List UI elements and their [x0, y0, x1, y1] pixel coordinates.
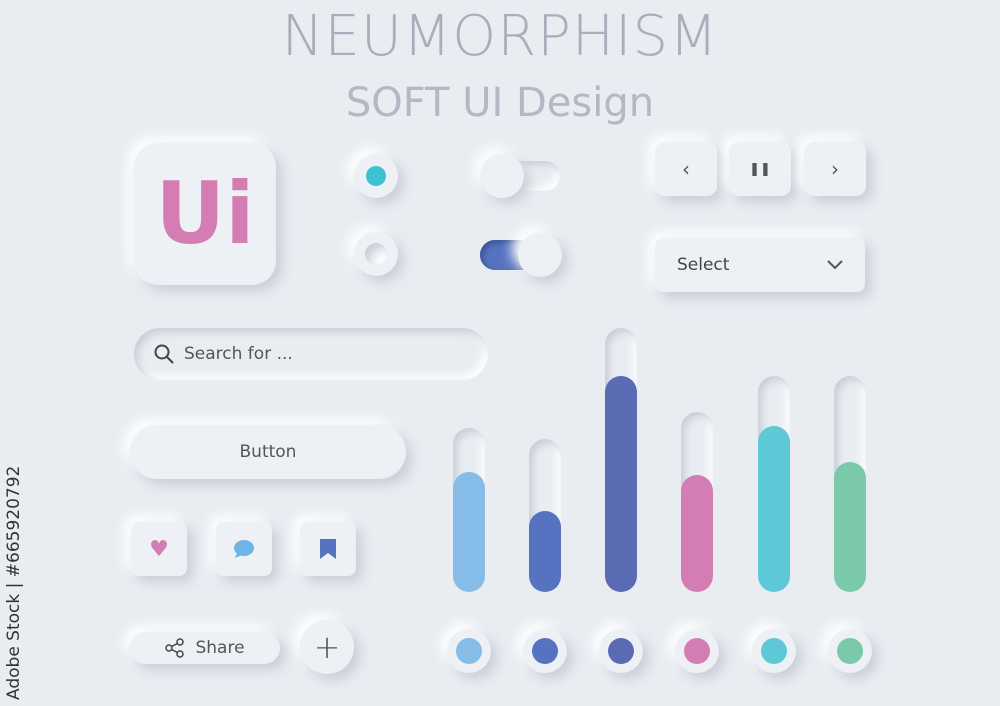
color-dot [456, 638, 482, 664]
watermark-text: Adobe Stock | #665920792 [4, 465, 24, 700]
bookmark-icon [320, 539, 336, 559]
color-dot-button[interactable] [752, 629, 796, 673]
bar-fill [529, 511, 561, 592]
color-dot [532, 638, 558, 664]
ui-logo-tile: Ui [134, 143, 276, 285]
bar-track [453, 428, 485, 592]
bar-track [605, 328, 637, 592]
heart-icon: ♥ [149, 536, 169, 562]
radio-checked[interactable] [354, 154, 398, 198]
bar-track [758, 376, 790, 592]
pause-icon: ❚❚ [749, 161, 771, 177]
bar-track [681, 412, 713, 592]
toggle-knob [518, 233, 562, 277]
chevron-left-icon: ‹ [682, 157, 690, 181]
chat-bubble-icon [234, 540, 254, 558]
prev-button[interactable]: ‹ [655, 142, 717, 196]
share-icon [165, 638, 185, 658]
color-dot [837, 638, 863, 664]
search-placeholder: Search for ... [184, 344, 293, 364]
toggle-on[interactable] [480, 233, 562, 277]
plus-icon: + [313, 628, 341, 666]
share-button[interactable]: Share [130, 632, 280, 664]
generic-button[interactable]: Button [130, 425, 406, 479]
next-button[interactable]: › [804, 142, 866, 196]
toggle-knob [480, 154, 524, 198]
bar-fill [758, 426, 790, 592]
bar-track [529, 439, 561, 592]
chevron-right-icon: › [831, 157, 839, 181]
share-label: Share [195, 638, 245, 658]
radio-hole [365, 243, 387, 265]
button-label: Button [239, 442, 297, 462]
page-subtitle: SOFT UI Design [345, 80, 655, 126]
ui-logo-text: Ui [155, 164, 255, 264]
color-dot [684, 638, 710, 664]
comment-button[interactable] [216, 522, 272, 576]
radio-dot [366, 166, 386, 186]
search-input[interactable]: Search for ... [134, 328, 488, 380]
bar-fill [605, 376, 637, 592]
search-icon [154, 344, 174, 364]
toggle-off[interactable] [480, 154, 560, 198]
pause-button[interactable]: ❚❚ [729, 142, 791, 196]
color-dot-button[interactable] [523, 629, 567, 673]
bar-track [834, 376, 866, 592]
color-dot-button[interactable] [828, 629, 872, 673]
color-dot [761, 638, 787, 664]
color-dot-button[interactable] [599, 629, 643, 673]
radio-unchecked[interactable] [354, 232, 398, 276]
select-label: Select [677, 255, 730, 275]
color-dot [608, 638, 634, 664]
page-title: NEUMORPHISM [281, 4, 719, 69]
select-dropdown[interactable]: Select [655, 238, 865, 292]
bar-fill [834, 462, 866, 592]
bookmark-button[interactable] [300, 522, 356, 576]
bar-fill [681, 475, 713, 592]
like-button[interactable]: ♥ [131, 522, 187, 576]
add-button[interactable]: + [300, 620, 354, 674]
color-dot-button[interactable] [675, 629, 719, 673]
bar-fill [453, 472, 485, 592]
chevron-down-icon [827, 260, 843, 270]
color-dot-button[interactable] [447, 629, 491, 673]
